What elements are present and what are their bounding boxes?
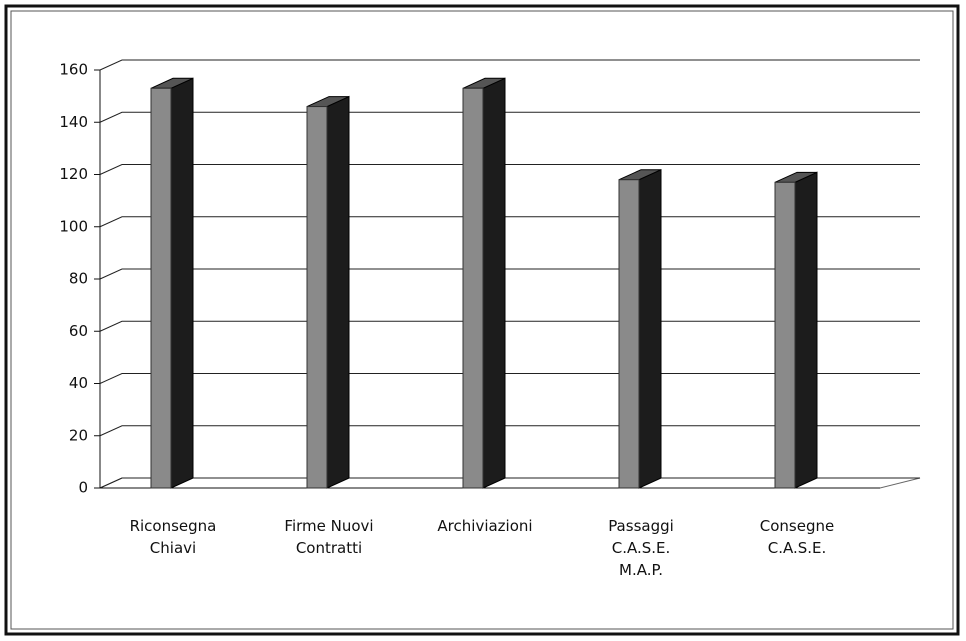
- bar-side: [170, 77, 194, 489]
- bar: [150, 87, 172, 489]
- x-tick-label: Firme Nuovi Contratti: [284, 517, 374, 557]
- y-tick-label: 0: [78, 479, 88, 497]
- x-tick-label: Archiviazioni: [437, 517, 533, 535]
- grid-line: [99, 111, 920, 123]
- bar-side: [794, 171, 818, 489]
- bar-side: [482, 77, 506, 489]
- x-tick-label: Riconsegna Chiavi: [129, 517, 217, 557]
- y-tick-label: 160: [59, 61, 88, 79]
- y-tick-label: 80: [69, 270, 88, 288]
- bar: [618, 179, 640, 489]
- y-tick-label: 100: [59, 217, 88, 235]
- x-tick-label: Consegne C.A.S.E.: [759, 517, 835, 557]
- y-tick-label: 40: [69, 374, 88, 392]
- x-tick-label: Passaggi C.A.S.E. M.A.P.: [608, 517, 674, 579]
- bar: [774, 181, 796, 489]
- bar: [462, 87, 484, 489]
- bar: [306, 106, 328, 489]
- frame: [4, 4, 960, 636]
- bar-side: [326, 95, 350, 489]
- y-tick-label: 60: [69, 322, 88, 340]
- bar-side: [638, 168, 662, 489]
- y-tick-label: 20: [69, 426, 88, 444]
- frame-inner: [10, 10, 954, 630]
- y-tick-label: 140: [59, 113, 88, 131]
- y-tick-label: 120: [59, 165, 88, 183]
- grid-line: [99, 59, 920, 71]
- grid-line: [99, 164, 920, 175]
